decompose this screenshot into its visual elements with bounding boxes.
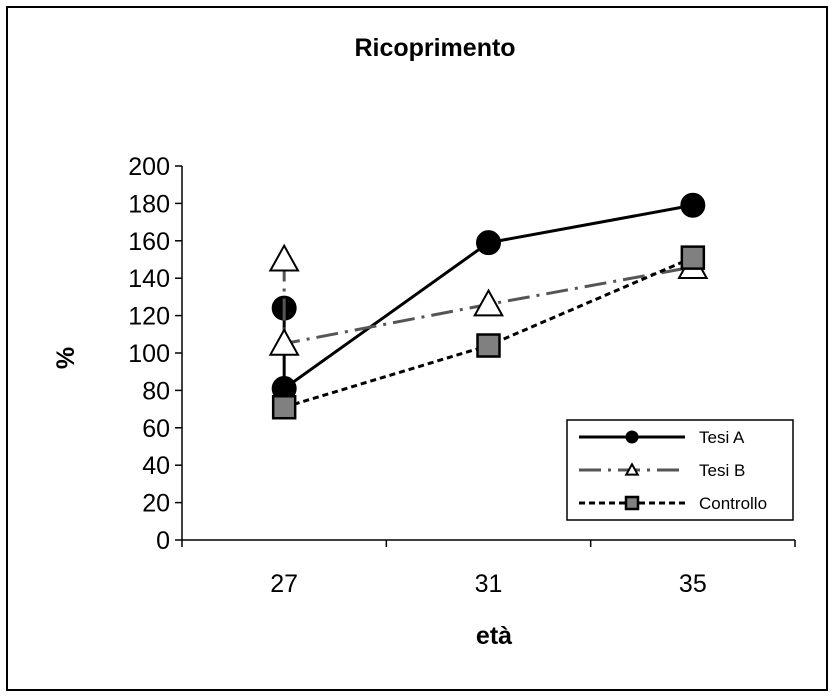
y-tick-label: 120	[128, 303, 170, 331]
data-point-circle	[680, 192, 706, 218]
y-tick-label: 160	[128, 228, 170, 256]
x-tick-label: 27	[270, 570, 298, 598]
chart-frame	[6, 6, 828, 691]
legend-label: Tesi A	[699, 428, 745, 447]
data-point-square	[271, 394, 297, 420]
y-tick-label: 100	[128, 340, 170, 368]
data-point-triangle	[268, 243, 300, 272]
x-tick-label: 31	[475, 570, 503, 598]
y-tick-label: 140	[128, 265, 170, 293]
y-axis-label: %	[52, 347, 80, 369]
legend-label: Tesi B	[699, 461, 745, 480]
series-line	[282, 259, 694, 346]
data-point-triangle	[624, 462, 640, 476]
y-tick-label: 40	[142, 452, 170, 480]
series-layer	[268, 192, 709, 420]
y-tick-label: 200	[128, 153, 170, 181]
legend-label: Controllo	[699, 494, 767, 513]
y-tick-label: 180	[128, 190, 170, 218]
x-tick-label: 35	[679, 570, 707, 598]
data-point-circle	[625, 430, 639, 444]
legend: Tesi A Tesi B Controllo	[566, 419, 794, 521]
data-point-square	[624, 495, 640, 511]
data-point-circle	[476, 230, 501, 256]
chart-title: Ricoprimento	[354, 34, 515, 62]
data-point-triangle	[268, 327, 300, 356]
data-point-square	[476, 333, 501, 358]
data-point-square	[680, 245, 706, 270]
y-tick-label: 0	[156, 527, 170, 555]
y-tick-label: 80	[142, 377, 170, 405]
y-tick-label: 20	[142, 490, 170, 518]
y-tick-label: 60	[142, 415, 170, 443]
series-controllo	[271, 245, 706, 420]
axes: 0 20 40 60 80 100 120 140 160 180 200 27 31 35	[128, 153, 796, 598]
x-axis-label: età	[476, 622, 512, 650]
data-point-triangle	[473, 288, 504, 317]
